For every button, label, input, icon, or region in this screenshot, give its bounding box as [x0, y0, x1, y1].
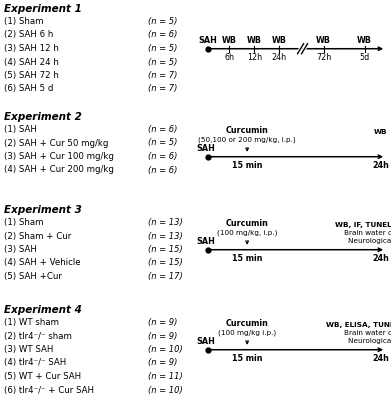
Text: (5) SAH 72 h: (5) SAH 72 h [4, 71, 59, 80]
Text: Curcumin: Curcumin [226, 126, 269, 135]
Text: WB, IF, TUNEL staining: WB, IF, TUNEL staining [335, 222, 391, 228]
Text: 72h: 72h [316, 53, 331, 62]
Text: Experiment 4: Experiment 4 [4, 305, 82, 315]
Text: (n = 10): (n = 10) [148, 386, 183, 394]
Text: 15 min: 15 min [232, 254, 262, 263]
Text: (2) tlr4⁻/⁻ sham: (2) tlr4⁻/⁻ sham [4, 332, 72, 340]
Text: (n = 9): (n = 9) [148, 358, 178, 368]
Text: (4) SAH + Cur 200 mg/kg: (4) SAH + Cur 200 mg/kg [4, 166, 114, 174]
Text: Experiment 3: Experiment 3 [4, 205, 82, 215]
Text: (50,100 or 200 mg/kg, i.p.): (50,100 or 200 mg/kg, i.p.) [198, 136, 296, 143]
Text: (6) SAH 5 d: (6) SAH 5 d [4, 84, 54, 94]
Text: WB: WB [272, 36, 287, 45]
Text: (n = 6): (n = 6) [148, 166, 178, 174]
Text: (1) Sham: (1) Sham [4, 17, 43, 26]
Text: Brain water content,: Brain water content, [344, 230, 391, 236]
Text: (4) SAH + Vehicle: (4) SAH + Vehicle [4, 258, 81, 268]
Text: (4) tlr4⁻/⁻ SAH: (4) tlr4⁻/⁻ SAH [4, 358, 66, 368]
Text: WB: WB [316, 36, 331, 45]
Text: WB: WB [222, 36, 237, 45]
Text: (5) WT + Cur SAH: (5) WT + Cur SAH [4, 372, 81, 381]
Text: WB, ELISA, TUNEL staining: WB, ELISA, TUNEL staining [326, 322, 391, 328]
Text: (3) SAH + Cur 100 mg/kg: (3) SAH + Cur 100 mg/kg [4, 152, 114, 161]
Text: (4) SAH 24 h: (4) SAH 24 h [4, 58, 59, 66]
Text: Experiment 2: Experiment 2 [4, 112, 82, 122]
Text: (100 mg/kg i.p.): (100 mg/kg i.p.) [218, 329, 276, 336]
Text: (n = 6): (n = 6) [148, 30, 178, 40]
Text: Neurological score: Neurological score [348, 338, 391, 344]
Text: (n = 11): (n = 11) [148, 372, 183, 381]
Text: WB: WB [374, 129, 388, 135]
Text: (n = 15): (n = 15) [148, 245, 183, 254]
Text: (n = 6): (n = 6) [148, 125, 178, 134]
Text: (n = 10): (n = 10) [148, 345, 183, 354]
Text: (2) SAH + Cur 50 mg/kg: (2) SAH + Cur 50 mg/kg [4, 138, 108, 148]
Text: (3) SAH 12 h: (3) SAH 12 h [4, 44, 59, 53]
Text: (n = 17): (n = 17) [148, 272, 183, 281]
Text: SAH: SAH [197, 337, 215, 346]
Text: SAH: SAH [197, 237, 215, 246]
Text: 24h: 24h [373, 161, 389, 170]
Text: SAH: SAH [199, 36, 217, 45]
Text: 24h: 24h [272, 53, 287, 62]
Text: Curcumin: Curcumin [226, 319, 269, 328]
Text: 15 min: 15 min [232, 161, 262, 170]
Text: (n = 6): (n = 6) [148, 152, 178, 161]
Text: (n = 15): (n = 15) [148, 258, 183, 268]
Text: 15 min: 15 min [232, 354, 262, 363]
Text: 24h: 24h [373, 354, 389, 363]
Text: Brain water content,: Brain water content, [344, 330, 391, 336]
Text: 6h: 6h [224, 53, 234, 62]
Text: (n = 9): (n = 9) [148, 332, 178, 340]
Text: (n = 5): (n = 5) [148, 58, 178, 66]
Text: (n = 13): (n = 13) [148, 232, 183, 240]
Text: Experiment 1: Experiment 1 [4, 4, 82, 14]
Text: (1) Sham: (1) Sham [4, 218, 43, 227]
Text: (n = 5): (n = 5) [148, 138, 178, 148]
Text: Curcumin: Curcumin [226, 219, 269, 228]
Text: (n = 9): (n = 9) [148, 318, 178, 327]
Text: (1) WT sham: (1) WT sham [4, 318, 59, 327]
Text: (100 mg/kg, i.p.): (100 mg/kg, i.p.) [217, 229, 277, 236]
Text: 5d: 5d [359, 53, 370, 62]
Text: (1) SAH: (1) SAH [4, 125, 37, 134]
Text: (6) tlr4⁻/⁻ + Cur SAH: (6) tlr4⁻/⁻ + Cur SAH [4, 386, 94, 394]
Text: (n = 7): (n = 7) [148, 71, 178, 80]
Text: (2) Sham + Cur: (2) Sham + Cur [4, 232, 71, 240]
Text: (n = 7): (n = 7) [148, 84, 178, 94]
Text: (n = 5): (n = 5) [148, 17, 178, 26]
Text: 12h: 12h [247, 53, 262, 62]
Text: (n = 13): (n = 13) [148, 218, 183, 227]
Text: (n = 5): (n = 5) [148, 44, 178, 53]
Text: (3) SAH: (3) SAH [4, 245, 37, 254]
Text: Neurological score: Neurological score [348, 238, 391, 244]
Text: 24h: 24h [373, 254, 389, 263]
Text: WB: WB [357, 36, 372, 45]
Text: SAH: SAH [197, 144, 215, 153]
Text: (3) WT SAH: (3) WT SAH [4, 345, 54, 354]
Text: (2) SAH 6 h: (2) SAH 6 h [4, 30, 54, 40]
Text: WB: WB [247, 36, 262, 45]
Text: (5) SAH +Cur: (5) SAH +Cur [4, 272, 62, 281]
